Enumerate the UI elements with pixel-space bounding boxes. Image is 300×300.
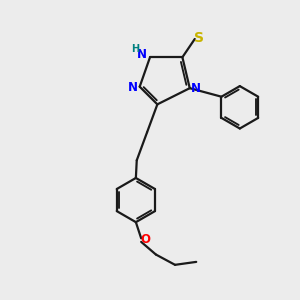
Text: O: O <box>140 233 150 246</box>
Text: H: H <box>130 44 139 54</box>
Text: N: N <box>128 81 138 94</box>
Text: N: N <box>137 48 147 62</box>
Text: N: N <box>191 82 201 95</box>
Text: S: S <box>194 31 204 44</box>
